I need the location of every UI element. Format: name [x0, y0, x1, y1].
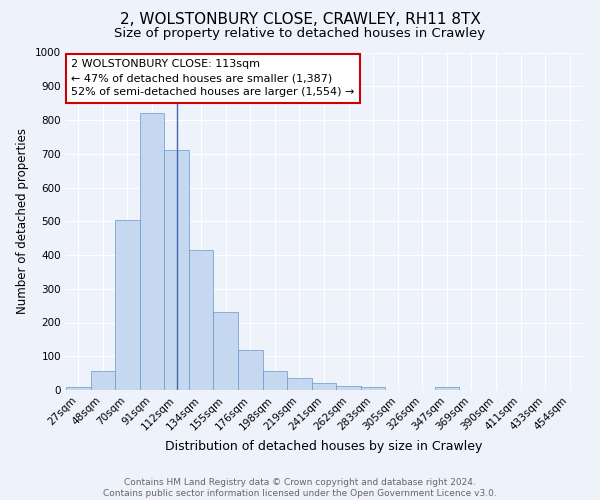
Bar [164, 150, 189, 390]
Bar [312, 383, 336, 390]
Bar [336, 386, 361, 390]
Bar [66, 388, 91, 390]
Bar [238, 350, 263, 390]
X-axis label: Distribution of detached houses by size in Crawley: Distribution of detached houses by size … [166, 440, 482, 453]
Bar [287, 378, 312, 390]
Bar [91, 371, 115, 390]
Bar [140, 114, 164, 390]
Text: 2, WOLSTONBURY CLOSE, CRAWLEY, RH11 8TX: 2, WOLSTONBURY CLOSE, CRAWLEY, RH11 8TX [119, 12, 481, 28]
Bar [189, 250, 214, 390]
Bar [361, 386, 385, 390]
Bar [214, 312, 238, 390]
Text: Size of property relative to detached houses in Crawley: Size of property relative to detached ho… [115, 28, 485, 40]
Bar [115, 220, 140, 390]
Text: 2 WOLSTONBURY CLOSE: 113sqm
← 47% of detached houses are smaller (1,387)
52% of : 2 WOLSTONBURY CLOSE: 113sqm ← 47% of det… [71, 59, 355, 97]
Text: Contains HM Land Registry data © Crown copyright and database right 2024.
Contai: Contains HM Land Registry data © Crown c… [103, 478, 497, 498]
Bar [263, 372, 287, 390]
Bar [434, 386, 459, 390]
Y-axis label: Number of detached properties: Number of detached properties [16, 128, 29, 314]
